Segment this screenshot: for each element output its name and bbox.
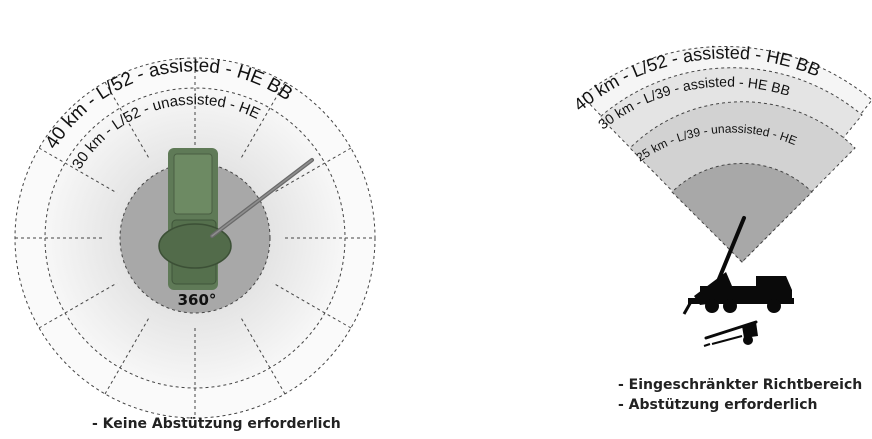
- towed-howitzer-icon: [703, 320, 758, 347]
- left-caption: - Keine Abstützung erforderlich: [92, 414, 341, 434]
- left-caption-line: - Keine Abstützung erforderlich: [92, 416, 341, 432]
- core-sector: [671, 162, 813, 263]
- left-range-diagram: 40 km - L/52 - assisted - HE BB 30 km - …: [14, 55, 376, 419]
- traverse-label: 360°: [178, 291, 217, 309]
- tank-top-view-icon: [158, 148, 314, 290]
- right-caption-line-2: - Abstützung erforderlich: [618, 397, 818, 413]
- truck-howitzer-icon: [682, 216, 794, 315]
- right-caption: - Eingeschränkter Richtbereich - Abstütz…: [618, 375, 862, 415]
- sector-dividers: [15, 58, 375, 418]
- right-range-diagram: 40 km - L/52 - assisted - HE BB 30 km - …: [570, 42, 872, 347]
- right-caption-line-1: - Eingeschränkter Richtbereich: [618, 377, 863, 393]
